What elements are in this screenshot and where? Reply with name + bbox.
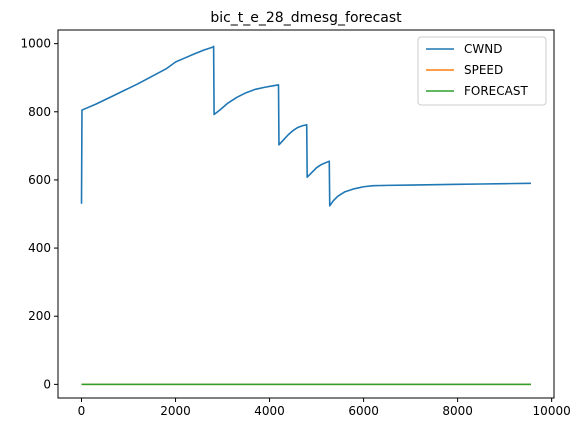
plot-area <box>80 45 531 386</box>
legend: CWND SPEED FORECAST <box>417 36 547 106</box>
y-tick-label: 1000 <box>20 37 51 51</box>
legend-label-forecast: FORECAST <box>464 84 528 98</box>
legend-label-cwnd: CWND <box>464 42 502 56</box>
y-tick-label: 200 <box>28 309 51 323</box>
x-tick-label: 6000 <box>348 404 379 418</box>
plot-frame <box>57 29 555 399</box>
y-tick-label: 0 <box>43 377 51 391</box>
legend-box <box>417 36 547 106</box>
y-tick-label: 600 <box>28 173 51 187</box>
chart-title: bic_t_e_28_dmesg_forecast <box>210 10 402 26</box>
x-tick-label: 10000 <box>533 404 571 418</box>
x-tick-label: 4000 <box>254 404 285 418</box>
legend-label-speed: SPEED <box>464 63 503 77</box>
y-tick-label: 400 <box>28 241 51 255</box>
x-tick-label: 0 <box>78 404 86 418</box>
y-tick-label: 800 <box>28 105 51 119</box>
x-tick-label: 2000 <box>160 404 191 418</box>
axes: 0 2000 4000 6000 8000 10000 0 200 400 600 800 1000 <box>20 29 571 418</box>
series-line-cwnd <box>80 45 531 207</box>
x-tick-label: 8000 <box>442 404 473 418</box>
